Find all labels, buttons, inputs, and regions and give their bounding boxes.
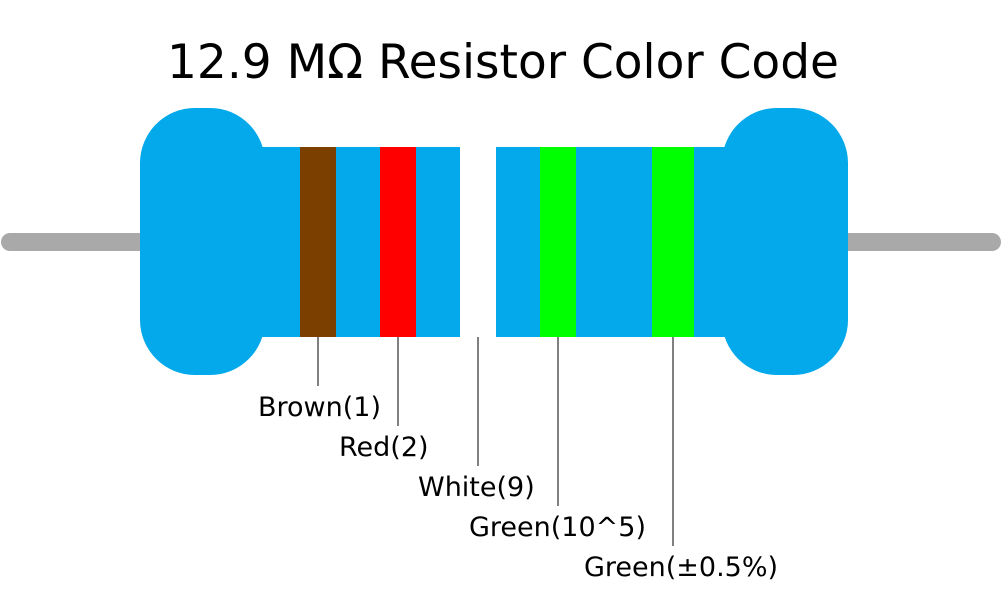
band-label: Red(2) <box>339 432 429 463</box>
band-label: Green(10^5) <box>469 512 646 543</box>
left-cap <box>140 108 265 375</box>
bands: Brown(1) Red(2) White(9) Green(10^5) Green(±… <box>258 147 778 583</box>
color-band <box>652 147 694 337</box>
color-band <box>540 147 576 337</box>
color-band <box>460 147 496 337</box>
band-label: Brown(1) <box>258 392 381 423</box>
title: 12.9 MΩ Resistor Color Code <box>167 35 839 90</box>
color-band <box>380 147 416 337</box>
band-label: Green(±0.5%) <box>584 552 778 583</box>
color-band <box>300 147 336 337</box>
band-label: White(9) <box>418 472 535 503</box>
right-cap <box>722 108 848 375</box>
